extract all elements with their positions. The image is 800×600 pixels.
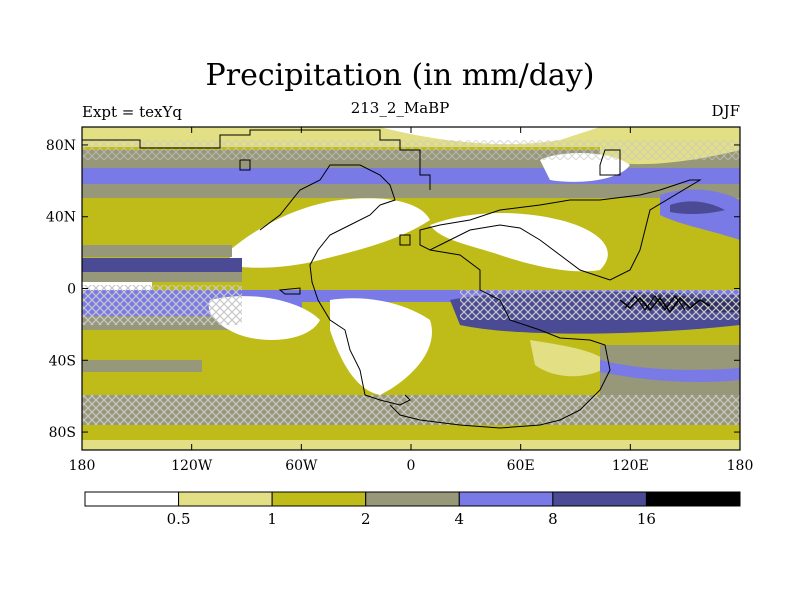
lat-tick-label: 0 (67, 282, 76, 298)
coastlines (82, 129, 702, 429)
longitude-axis: 180 120W 60W 0 60E 120E 180 (69, 127, 754, 474)
season-label: DJF (711, 102, 740, 120)
lon-tick-label: 60W (285, 458, 318, 474)
lat-tick-label: 40N (46, 210, 76, 226)
lon-tick-label: 180 (727, 458, 754, 474)
legend-swatch (552, 491, 647, 507)
legend-label: 1 (267, 510, 277, 528)
lat-tick-label: 40S (49, 353, 76, 369)
lon-tick-label: 120E (612, 458, 649, 474)
legend-label: 0.5 (167, 510, 191, 528)
map-title: Precipitation (in mm/day) (205, 58, 595, 93)
legend-swatch (458, 491, 554, 507)
lon-tick-label: 60E (507, 458, 535, 474)
legend-swatch (178, 491, 273, 507)
experiment-subtitle: 213_2_MaBP (350, 99, 450, 117)
legend-swatch (84, 491, 180, 507)
lat-tick-label: 80S (49, 425, 76, 441)
lat-tick-label: 80N (46, 138, 76, 154)
legend-label: 8 (548, 510, 558, 528)
legend-swatch (365, 491, 460, 507)
legend-swatch (645, 491, 741, 507)
legend-label: 2 (361, 510, 371, 528)
precipitation-field (82, 127, 740, 450)
contour-overlay (619, 296, 711, 314)
lon-tick-label: 180 (69, 458, 96, 474)
legend-label: 4 (455, 510, 465, 528)
latitude-axis: 80N 40N 0 40S 80S (46, 138, 740, 441)
legend-label: 16 (637, 510, 656, 528)
color-legend: 0.5 1 2 4 8 16 (84, 491, 741, 528)
lon-tick-label: 0 (407, 458, 416, 474)
experiment-label: Expt = texYq (82, 103, 183, 121)
legend-swatch (271, 491, 367, 507)
lon-tick-label: 120W (171, 458, 213, 474)
